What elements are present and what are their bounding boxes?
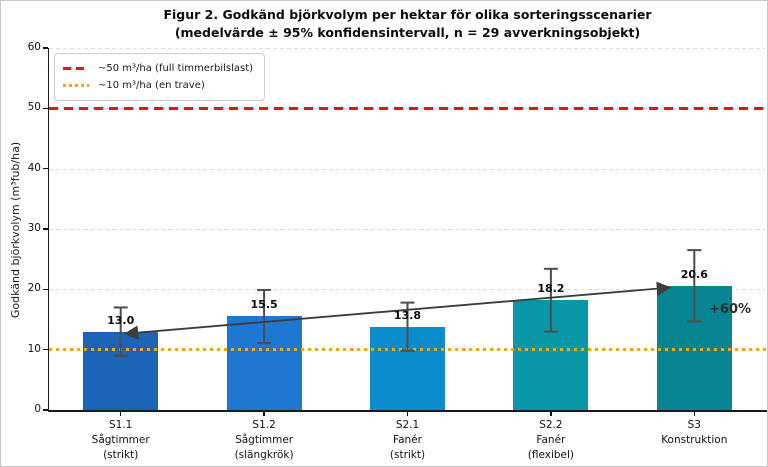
gridline-40 [49,168,766,170]
x-tick-label-S1.1: S1.1 Sågtimmer (strikt) [91,419,150,461]
bar-S1.2 [226,316,302,410]
y-tick-mark-10 [43,348,48,351]
y-tick-label-50: 50 [27,101,41,114]
bar-S1.1 [83,331,159,410]
value-label-S3: 20.6 [680,267,708,281]
reference-line-10 [49,348,766,352]
legend-item-full-load: ~50 m³/ha (full timmerbilslast) [63,60,253,77]
y-tick-mark-40 [43,167,48,170]
x-tick-label-S1.2: S1.2 Sågtimmer (slängkrök) [234,419,294,461]
reference-line-50 [49,106,766,110]
x-tick-mark-S2.1 [406,411,409,416]
y-tick-label-20: 20 [27,282,41,295]
bar-S2.1 [370,326,445,410]
y-tick-label-10: 10 [27,342,41,355]
value-label-S2.1: 13.8 [393,308,422,322]
legend-label-one-bundle: ~10 m³/ha (en trave) [98,80,205,91]
value-label-S2.2: 18.2 [537,282,565,296]
legend-item-one-bundle: ~10 m³/ha (en trave) [63,77,253,94]
chart-title: Figur 2. Godkänd björkvolym per hektar f… [163,7,652,22]
x-axis-spine [47,410,767,412]
red-dashed-line-swatch [63,67,89,70]
y-tick-mark-60 [43,47,48,49]
y-tick-label-60: 60 [27,41,41,53]
value-label-S1.1: 13.0 [107,313,135,327]
legend-label-full-load: ~50 m³/ha (full timmerbilslast) [98,63,254,74]
orange-dotted-line-swatch [63,84,89,87]
x-tick-mark-S1.1 [120,411,122,416]
x-tick-label-S2.2: S2.2 Fanér (flexibel) [527,419,575,461]
x-tick-mark-S2.2 [550,411,552,416]
x-tick-label-S2.1: S2.1 Fanér (strikt) [389,419,426,461]
percent-increase-annotation: +60% [709,302,752,317]
y-tick-label-30: 30 [27,222,41,234]
y-tick-label-40: 40 [27,161,41,174]
chart-subtitle: (medelvärde ± 95% konfidensintervall, n … [174,25,641,40]
bar-S2.2 [513,300,589,410]
gridline-60 [49,48,766,49]
y-tick-mark-0 [43,409,48,411]
x-tick-mark-S3 [693,411,695,416]
value-label-S1.2: 15.5 [250,298,278,312]
legend-box: ~50 m³/ha (full timmerbilslast) ~10 m³/h… [54,53,266,101]
x-tick-label-S3: S3 Konstruktion [661,419,728,446]
y-tick-mark-20 [43,288,48,291]
gridline-30 [49,229,766,230]
x-tick-mark-S1.2 [263,411,265,416]
y-axis-spine [47,48,49,411]
y-tick-label-0: 0 [34,403,41,415]
y-tick-mark-50 [43,107,48,110]
y-tick-mark-30 [43,228,48,230]
